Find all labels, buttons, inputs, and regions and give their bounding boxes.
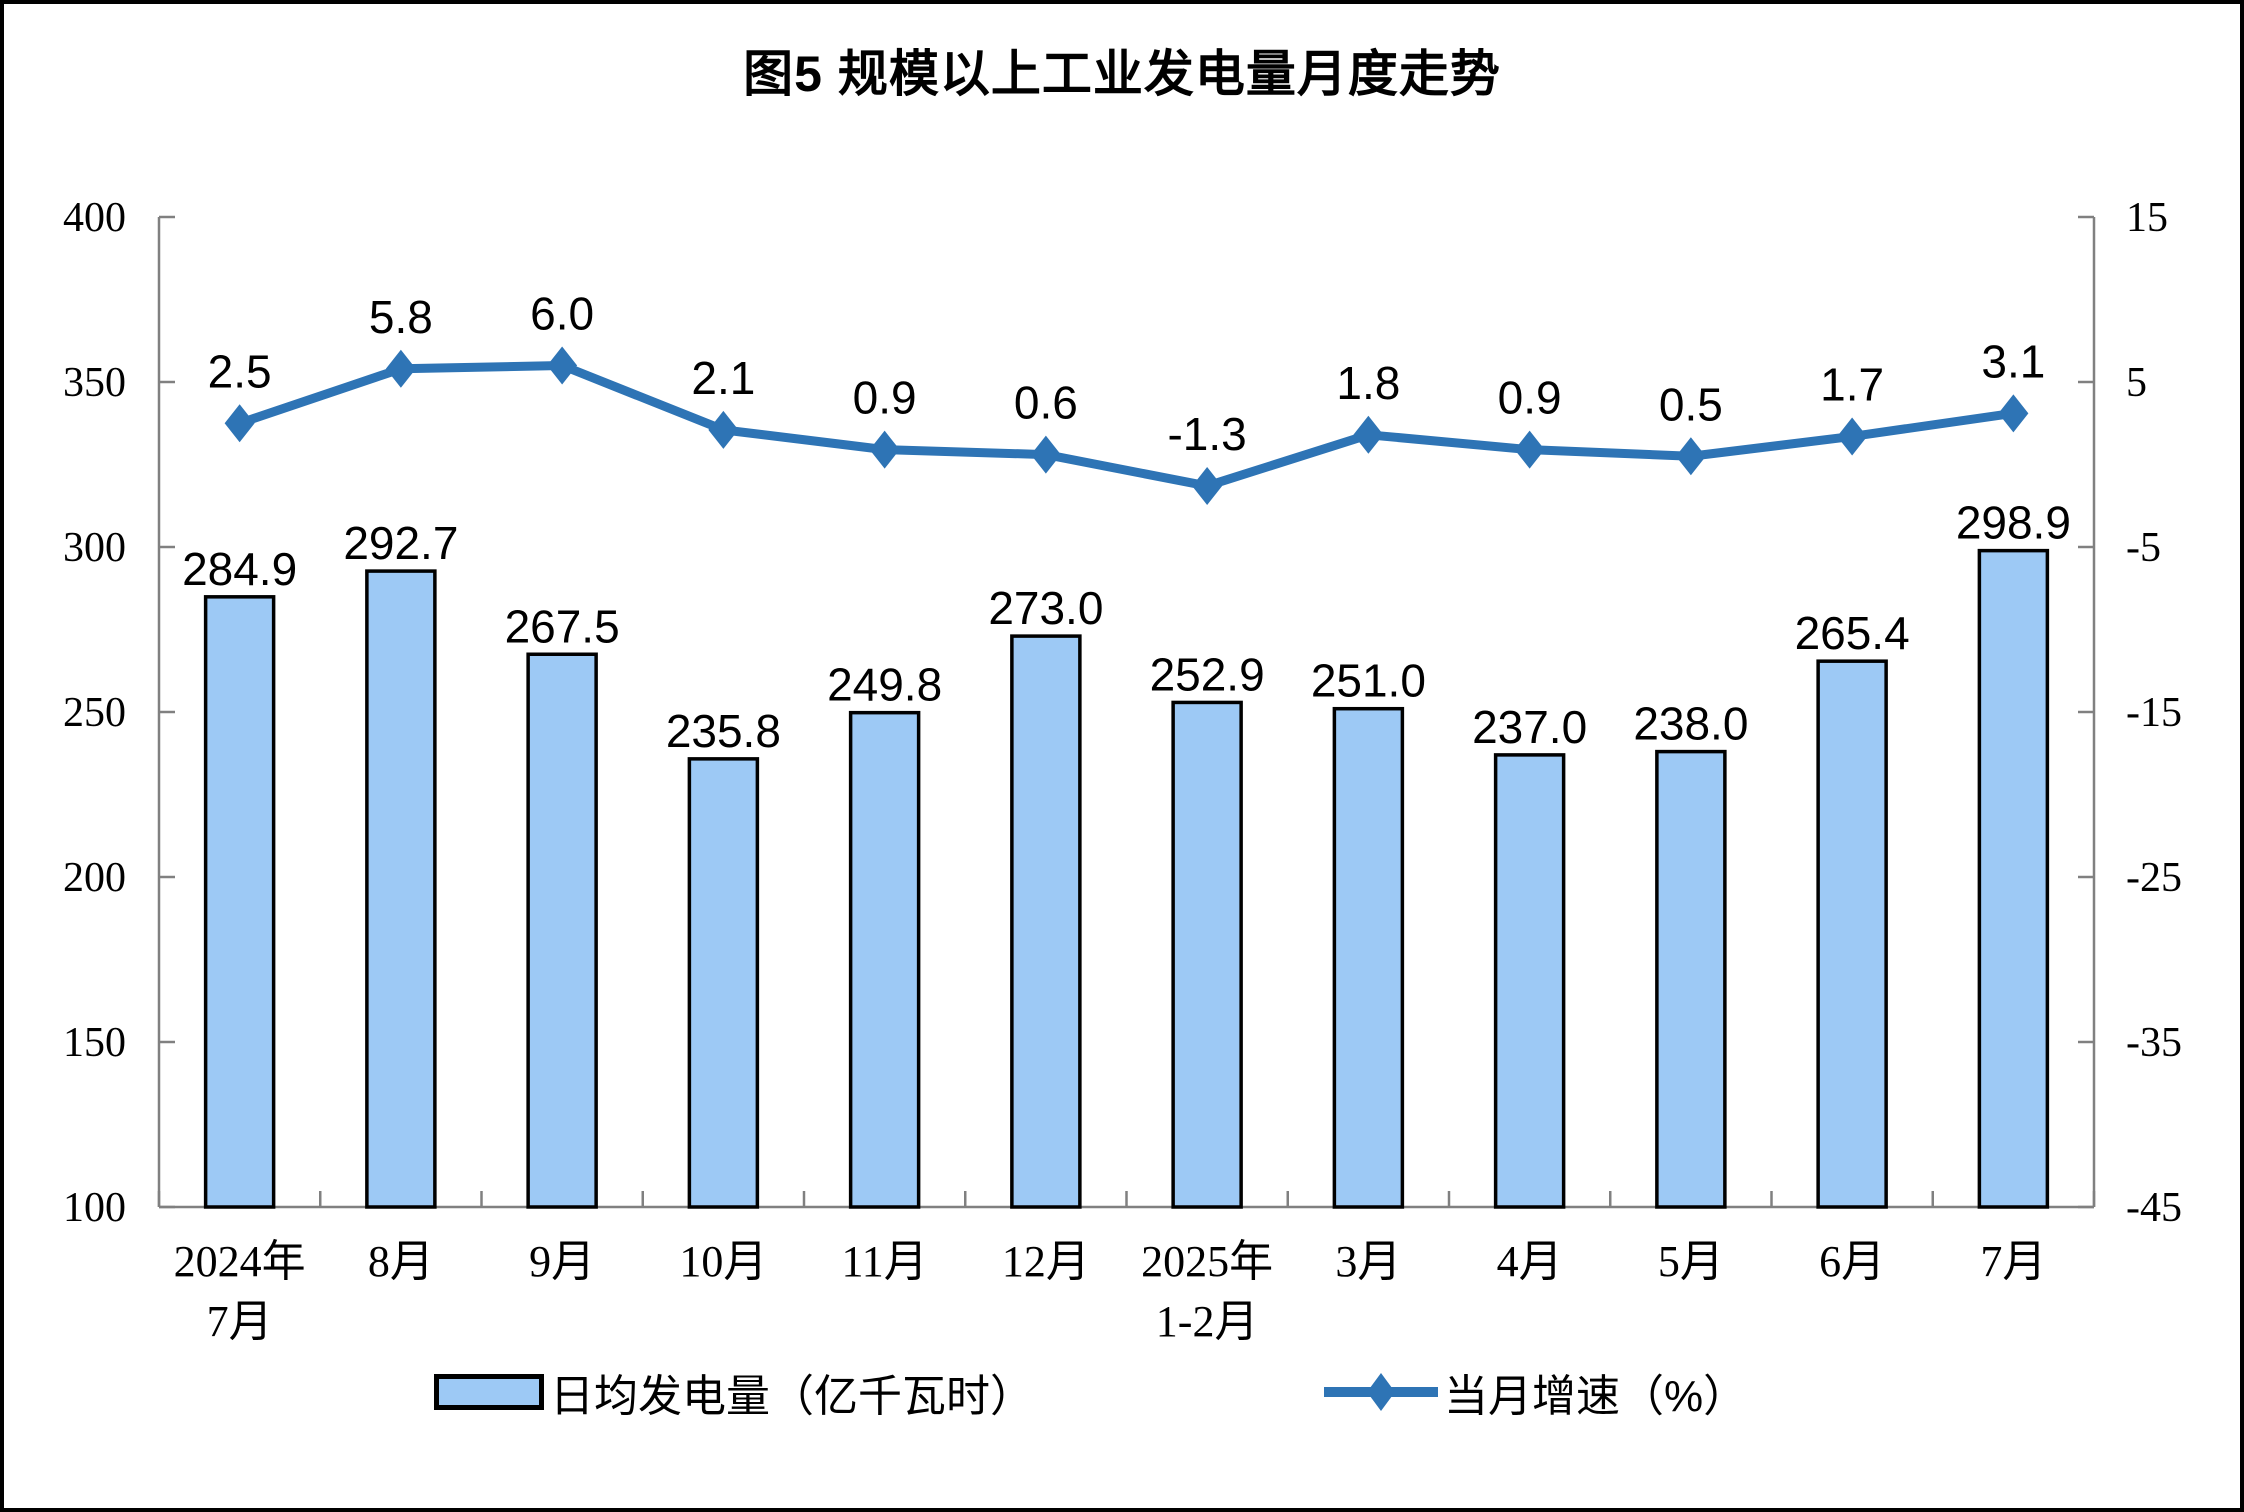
right-axis-tick-label: 15: [2126, 195, 2168, 241]
bar: [1977, 548, 2050, 1209]
bar: [848, 710, 921, 1209]
bar: [1171, 700, 1243, 1209]
diamond-marker: [1998, 394, 2029, 433]
right-axis-tick-label: -25: [2126, 855, 2182, 901]
chart-title: 图5 规模以上工业发电量月度走势: [743, 46, 1501, 102]
line-value-label: 2.1: [691, 352, 755, 404]
legend-item-line-series: 当月增速（%）: [1322, 1362, 1747, 1422]
bar: [687, 757, 760, 1209]
right-axis-tick-label: -5: [2126, 525, 2161, 571]
diamond-marker: [547, 346, 578, 385]
bar-value-label: 284.9: [182, 543, 297, 595]
right-axis-tick-label: -35: [2126, 1020, 2182, 1066]
bar-value-label: 252.9: [1150, 648, 1265, 700]
line-marker-icon: [1324, 1373, 1438, 1411]
line-value-label: 1.7: [1820, 358, 1884, 410]
diamond-marker: [224, 404, 255, 443]
left-axis-tick-label: 400: [63, 195, 126, 241]
legend-label-line: 当月增速（%）: [1444, 1372, 1748, 1421]
bar: [1655, 749, 1727, 1209]
legend-label-bar: 日均发电量（亿千瓦时）: [550, 1372, 1034, 1421]
x-axis-label: 2024年 7月: [174, 1237, 306, 1346]
x-axis-label: 10月: [679, 1237, 767, 1286]
bar-value-label: 238.0: [1633, 698, 1748, 750]
line-value-label: 2.5: [208, 345, 272, 397]
left-axis-tick-label: 300: [63, 525, 126, 571]
right-axis-tick-label: -45: [2126, 1185, 2182, 1231]
left-axis-tick-label: 350: [63, 360, 126, 406]
x-axis-label: 12月: [1002, 1237, 1090, 1286]
line-value-label: 1.8: [1336, 357, 1400, 409]
x-axis-label: 3月: [1335, 1237, 1401, 1286]
bar-value-label: 267.5: [505, 600, 620, 652]
bar-value-label: 249.8: [827, 659, 942, 711]
bar-value-label: 251.0: [1311, 655, 1426, 707]
bar-value-label: 273.0: [988, 582, 1103, 634]
diamond-marker: [1675, 437, 1706, 476]
growth-line: [238, 361, 2015, 491]
diamond-marker: [708, 410, 739, 449]
bar: [365, 569, 437, 1209]
bar: [1332, 706, 1405, 1209]
bar: [1816, 659, 1888, 1209]
line-value-label: 0.9: [853, 372, 917, 424]
right-axis-tick-label: -15: [2126, 690, 2182, 736]
x-axis-label: 6月: [1819, 1237, 1885, 1286]
diamond-marker: [1514, 430, 1545, 469]
diamond-marker: [1030, 435, 1061, 474]
x-axis-label: 7月: [1980, 1237, 2046, 1286]
bar-value-label: 298.9: [1956, 497, 2071, 549]
x-axis-label: 5月: [1658, 1237, 1724, 1286]
line-value-label: 3.1: [1981, 335, 2045, 387]
left-axis-tick-label: 100: [63, 1185, 126, 1231]
left-axis-tick-label: 200: [63, 855, 126, 901]
x-axis-label: 4月: [1497, 1237, 1563, 1286]
bar-value-label: 265.4: [1795, 607, 1910, 659]
diamond-marker: [1353, 415, 1384, 454]
x-axis-label: 9月: [529, 1237, 595, 1286]
line-value-label: 5.8: [369, 291, 433, 343]
legend-item-bar-series: 日均发电量（亿千瓦时）: [434, 1362, 1034, 1422]
line-value-label: 0.6: [1014, 377, 1078, 429]
x-axis-label: 8月: [368, 1237, 434, 1286]
right-axis-tick-label: 5: [2126, 360, 2147, 406]
bar-value-label: 235.8: [666, 705, 781, 757]
bar-swatch-icon: [434, 1374, 544, 1410]
x-axis-label: 2025年 1-2月: [1141, 1237, 1273, 1346]
line-value-label: 6.0: [530, 288, 594, 340]
chart-canvas: 400 350 300 250 200 150 100 15 5 -5 -15 -25 -35 -45 28…: [63, 195, 2182, 1346]
bar-value-label: 237.0: [1472, 701, 1587, 753]
diamond-marker: [1837, 417, 1868, 456]
left-axis-tick-label: 250: [63, 690, 126, 736]
line-value-label: -1.3: [1167, 408, 1246, 460]
line-value-label: 0.9: [1498, 372, 1562, 424]
bar: [1010, 634, 1082, 1209]
bar-value-label: 292.7: [343, 517, 458, 569]
line-value-label: 0.5: [1659, 378, 1723, 430]
legend: 日均发电量（亿千瓦时） 当月增速（%）: [4, 1362, 2240, 1422]
left-axis-tick-label: 150: [63, 1020, 126, 1066]
x-axis-label: 11月: [841, 1237, 927, 1286]
diamond-marker: [869, 430, 900, 469]
bar: [1493, 753, 1566, 1209]
diamond-marker: [1192, 466, 1223, 505]
diamond-marker: [385, 349, 416, 388]
bar: [526, 652, 598, 1209]
bar: [203, 595, 276, 1209]
